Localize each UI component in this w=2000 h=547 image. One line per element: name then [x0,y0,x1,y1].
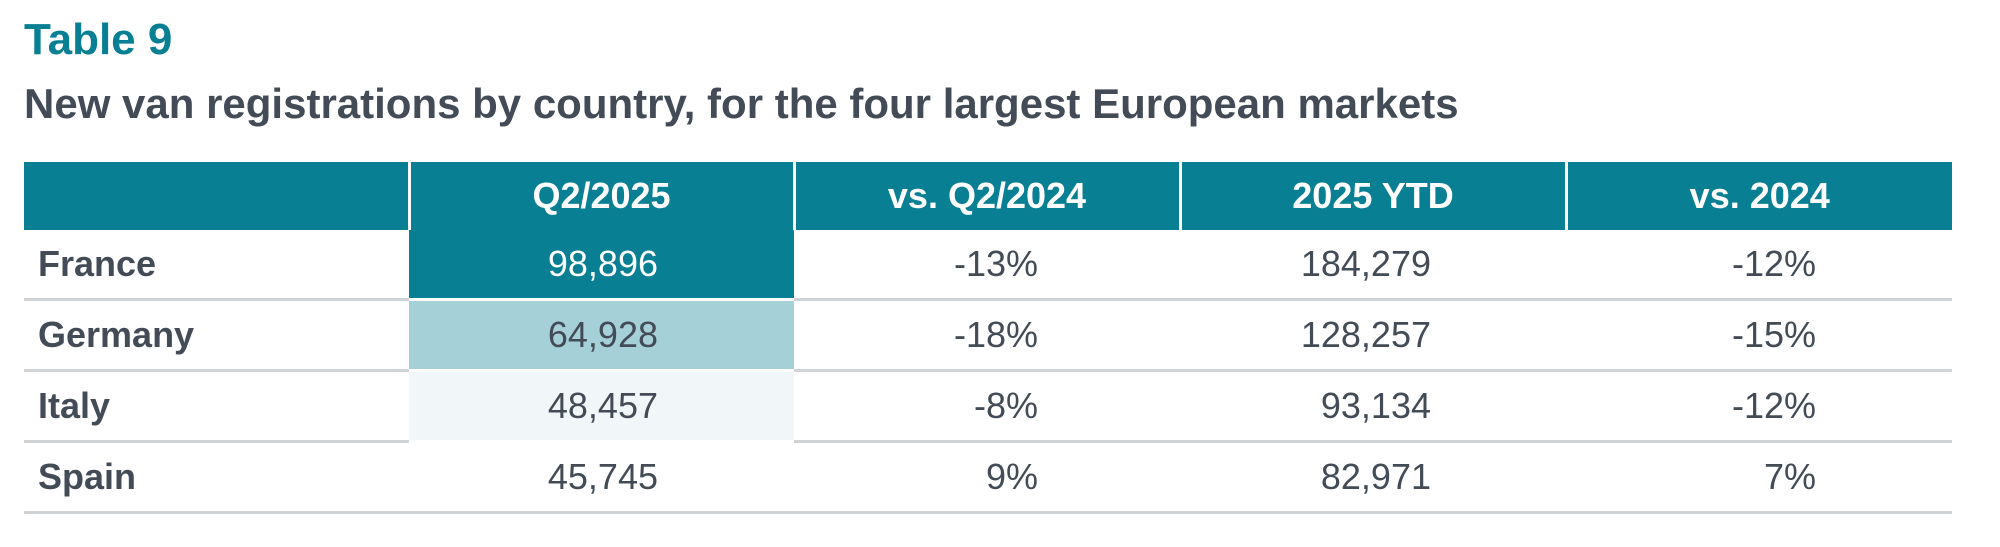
vs-q2-2024-cell: 9% [794,441,1180,514]
vs-2024-cell: -15% [1566,299,1952,372]
q2-2025-cell: 45,745 [409,441,794,514]
q2-2025-cell: 48,457 [409,370,794,443]
ytd-2025-cell: 128,257 [1180,299,1566,372]
header-row: Q2/2025 vs. Q2/2024 2025 YTD vs. 2024 [24,162,1952,230]
vs-2024-cell: 7% [1566,441,1952,514]
q2-2025-cell: 98,896 [409,230,794,301]
vs-2024-cell: -12% [1566,370,1952,443]
table-title: New van registrations by country, for th… [24,80,1459,127]
table-row: Spain 45,745 9% 82,971 7% [24,441,1952,514]
registrations-table: Q2/2025 vs. Q2/2024 2025 YTD vs. 2024 Fr… [24,162,1952,514]
header-q2-2025: Q2/2025 [407,162,794,230]
header-country [24,162,409,230]
country-cell: Spain [24,441,409,514]
vs-q2-2024-cell: -18% [794,299,1180,372]
vs-q2-2024-cell: -8% [794,370,1180,443]
vs-q2-2024-cell: -13% [794,230,1180,301]
table-row: Germany 64,928 -18% 128,257 -15% [24,299,1952,372]
header-vs-q2-2024: vs. Q2/2024 [792,162,1180,230]
country-cell: Italy [24,370,409,443]
header-2025-ytd: 2025 YTD [1178,162,1566,230]
ytd-2025-cell: 82,971 [1180,441,1566,514]
q2-2025-cell: 64,928 [409,299,794,372]
table-row: France 98,896 -13% 184,279 -12% [24,230,1952,301]
vs-2024-cell: -12% [1566,230,1952,301]
table-number: Table 9 [24,15,173,64]
header-vs-2024: vs. 2024 [1564,162,1952,230]
ytd-2025-cell: 184,279 [1180,230,1566,301]
country-cell: Germany [24,299,409,372]
country-cell: France [24,230,409,301]
table-row: Italy 48,457 -8% 93,134 -12% [24,370,1952,443]
table-header: Q2/2025 vs. Q2/2024 2025 YTD vs. 2024 [24,162,1952,230]
table-body: France 98,896 -13% 184,279 -12% Germany … [24,230,1952,514]
ytd-2025-cell: 93,134 [1180,370,1566,443]
